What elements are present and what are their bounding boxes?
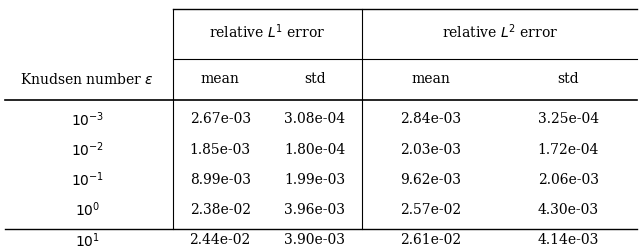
Text: 2.67e-03: 2.67e-03 (189, 112, 251, 126)
Text: 4.30e-03: 4.30e-03 (538, 203, 599, 217)
Text: 3.25e-04: 3.25e-04 (538, 112, 599, 126)
Text: 2.06e-03: 2.06e-03 (538, 173, 599, 187)
Text: Knudsen number $\varepsilon$: Knudsen number $\varepsilon$ (20, 72, 154, 87)
Text: 1.72e-04: 1.72e-04 (538, 142, 599, 156)
Text: $10^{0}$: $10^{0}$ (75, 201, 100, 219)
Text: std: std (304, 72, 326, 86)
Text: relative $L^1$ error: relative $L^1$ error (209, 22, 326, 41)
Text: 2.61e-02: 2.61e-02 (401, 233, 461, 247)
Text: 2.38e-02: 2.38e-02 (189, 203, 251, 217)
Text: 3.90e-03: 3.90e-03 (284, 233, 346, 247)
Text: $10^{-1}$: $10^{-1}$ (71, 170, 104, 189)
Text: 9.62e-03: 9.62e-03 (401, 173, 461, 187)
Text: mean: mean (201, 72, 239, 86)
Text: 4.14e-03: 4.14e-03 (538, 233, 599, 247)
Text: 2.03e-03: 2.03e-03 (401, 142, 461, 156)
Text: $10^{1}$: $10^{1}$ (75, 231, 100, 250)
Text: mean: mean (412, 72, 451, 86)
Text: 8.99e-03: 8.99e-03 (189, 173, 251, 187)
Text: relative $L^2$ error: relative $L^2$ error (442, 22, 558, 41)
Text: 1.99e-03: 1.99e-03 (284, 173, 346, 187)
Text: 3.08e-04: 3.08e-04 (284, 112, 346, 126)
Text: 2.44e-02: 2.44e-02 (189, 233, 251, 247)
Text: 1.80e-04: 1.80e-04 (284, 142, 346, 156)
Text: 2.84e-03: 2.84e-03 (401, 112, 461, 126)
Text: 1.85e-03: 1.85e-03 (189, 142, 251, 156)
Text: 2.57e-02: 2.57e-02 (401, 203, 461, 217)
Text: std: std (557, 72, 579, 86)
Text: $10^{-2}$: $10^{-2}$ (71, 140, 104, 159)
Text: 3.96e-03: 3.96e-03 (284, 203, 346, 217)
Text: $10^{-3}$: $10^{-3}$ (71, 110, 104, 129)
